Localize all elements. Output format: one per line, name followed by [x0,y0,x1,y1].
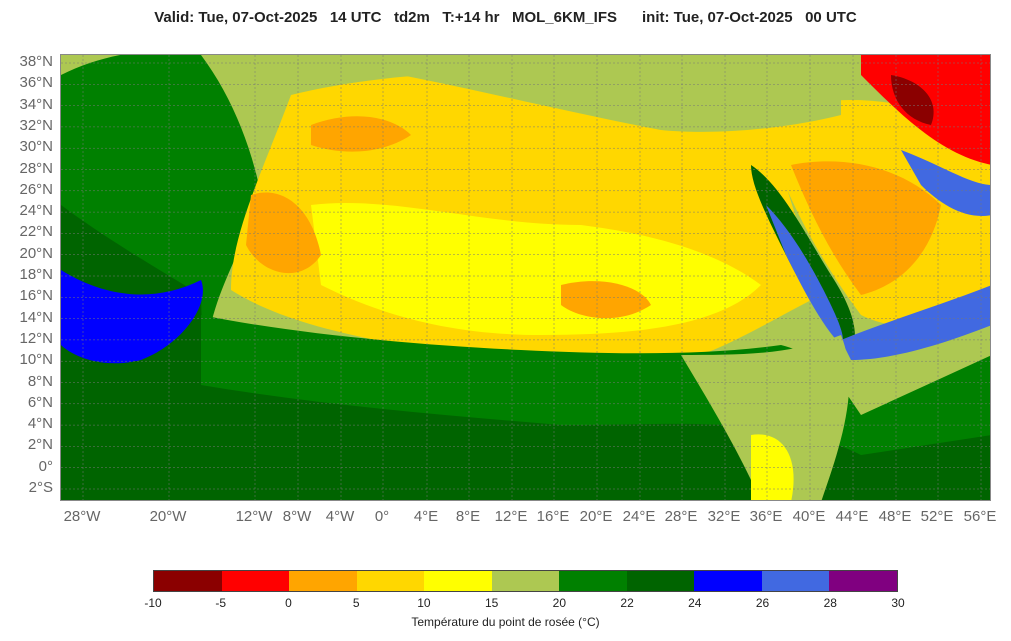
colorbar-segment [154,571,222,591]
east-africa-area [681,335,850,500]
colorbar-tick-label: 22 [620,596,634,610]
lon-label: 12°W [235,508,273,525]
colorbar-tick-label: 5 [352,596,360,610]
colorbar-tick-label: -5 [215,596,227,610]
lat-label: 0° [38,457,53,475]
lon-label: 12°E [494,508,528,525]
atlantic-blue-area [61,270,203,364]
colorbar-segment [829,571,898,591]
lat-label: 34°N [19,95,53,113]
colorbar-segment [559,571,627,591]
lon-label: 32°E [707,508,741,525]
lon-label: 24°E [622,508,656,525]
colorbar-segment [626,571,695,591]
lat-label: 26°N [19,180,53,198]
colorbar-tick-label: 26 [755,596,770,610]
iraq-darkred-area [891,75,934,125]
lon-label: 36°E [749,508,783,525]
lon-label: 48°E [878,508,912,525]
colorbar-segment [424,571,492,591]
lon-label: 44°E [835,508,869,525]
lat-lon-grid [61,55,990,500]
kenya-yellow-area [751,434,794,500]
colorbar-tick-label: 15 [484,596,499,610]
chad-orange-area [561,281,651,319]
colorbar-segment [761,571,830,591]
colorbar-tick-label: -10 [144,596,162,610]
lat-label: 20°N [19,244,53,262]
lat-label: 16°N [19,287,53,305]
map-title: Valid: Tue, 07-Oct-2025 14 UTC td2m T:+1… [154,9,857,26]
colorbar-tick-label: 0 [285,596,292,610]
lon-label: 20°W [149,508,187,525]
lat-label: 14°N [19,308,53,326]
colorbar-tick-label: 28 [823,596,837,610]
lat-label: 28°N [19,159,53,177]
lon-label: 52°E [920,508,954,525]
lon-label: 8°W [282,508,312,525]
lon-label: 16°E [536,508,570,525]
lon-label: 20°E [579,508,613,525]
lat-label: 12°N [19,329,53,347]
lat-label: 30°N [19,138,53,156]
west-sahara-orange-area [246,192,321,274]
lat-label: 18°N [19,266,53,283]
lon-label: 4°W [325,508,355,525]
colorbar-segment [694,571,762,591]
lon-label: 28°W [63,508,101,525]
lat-label: 36°N [19,74,53,92]
colorbar-title: Température du point de rosée (°C) [411,615,600,629]
colorbar-tick-label: 24 [688,596,702,610]
gulf-of-aden-area [841,285,990,360]
lat-label: 6°N [27,393,53,411]
lat-label: 22°N [19,223,53,241]
lat-label: 38°N [19,53,53,70]
red-sea-blue-area [766,205,843,345]
colorbar-segment [491,571,560,591]
map-canvas [61,55,990,500]
colorbar-tick-label: 30 [891,596,905,610]
colorbar [153,570,898,592]
dewpoint-map [60,54,991,501]
colorbar-segment [221,571,290,591]
colorbar-segment [356,571,425,591]
lon-label: 8°E [455,508,481,525]
atlas-orange-area [311,116,411,152]
persian-gulf-area [901,150,990,216]
lon-label: 56°E [963,508,997,525]
lat-label: 24°N [19,202,53,220]
lon-label: 0° [374,508,390,525]
lat-label: 32°N [19,116,53,134]
lon-label: 40°E [792,508,826,525]
colorbar-tick-label: 10 [417,596,431,610]
arabia-orange-area [791,161,941,295]
lat-label: 10°N [19,351,53,369]
lon-label: 4°E [413,508,439,525]
mediterranean-area [401,55,841,132]
lat-label: 8°N [27,372,53,390]
lat-label: 4°N [27,415,53,433]
lat-label: 2°S [28,479,53,496]
colorbar-segment [289,571,357,591]
colorbar-tick-label: 20 [552,596,567,610]
lat-label: 2°N [27,436,53,454]
lon-label: 28°E [664,508,698,525]
